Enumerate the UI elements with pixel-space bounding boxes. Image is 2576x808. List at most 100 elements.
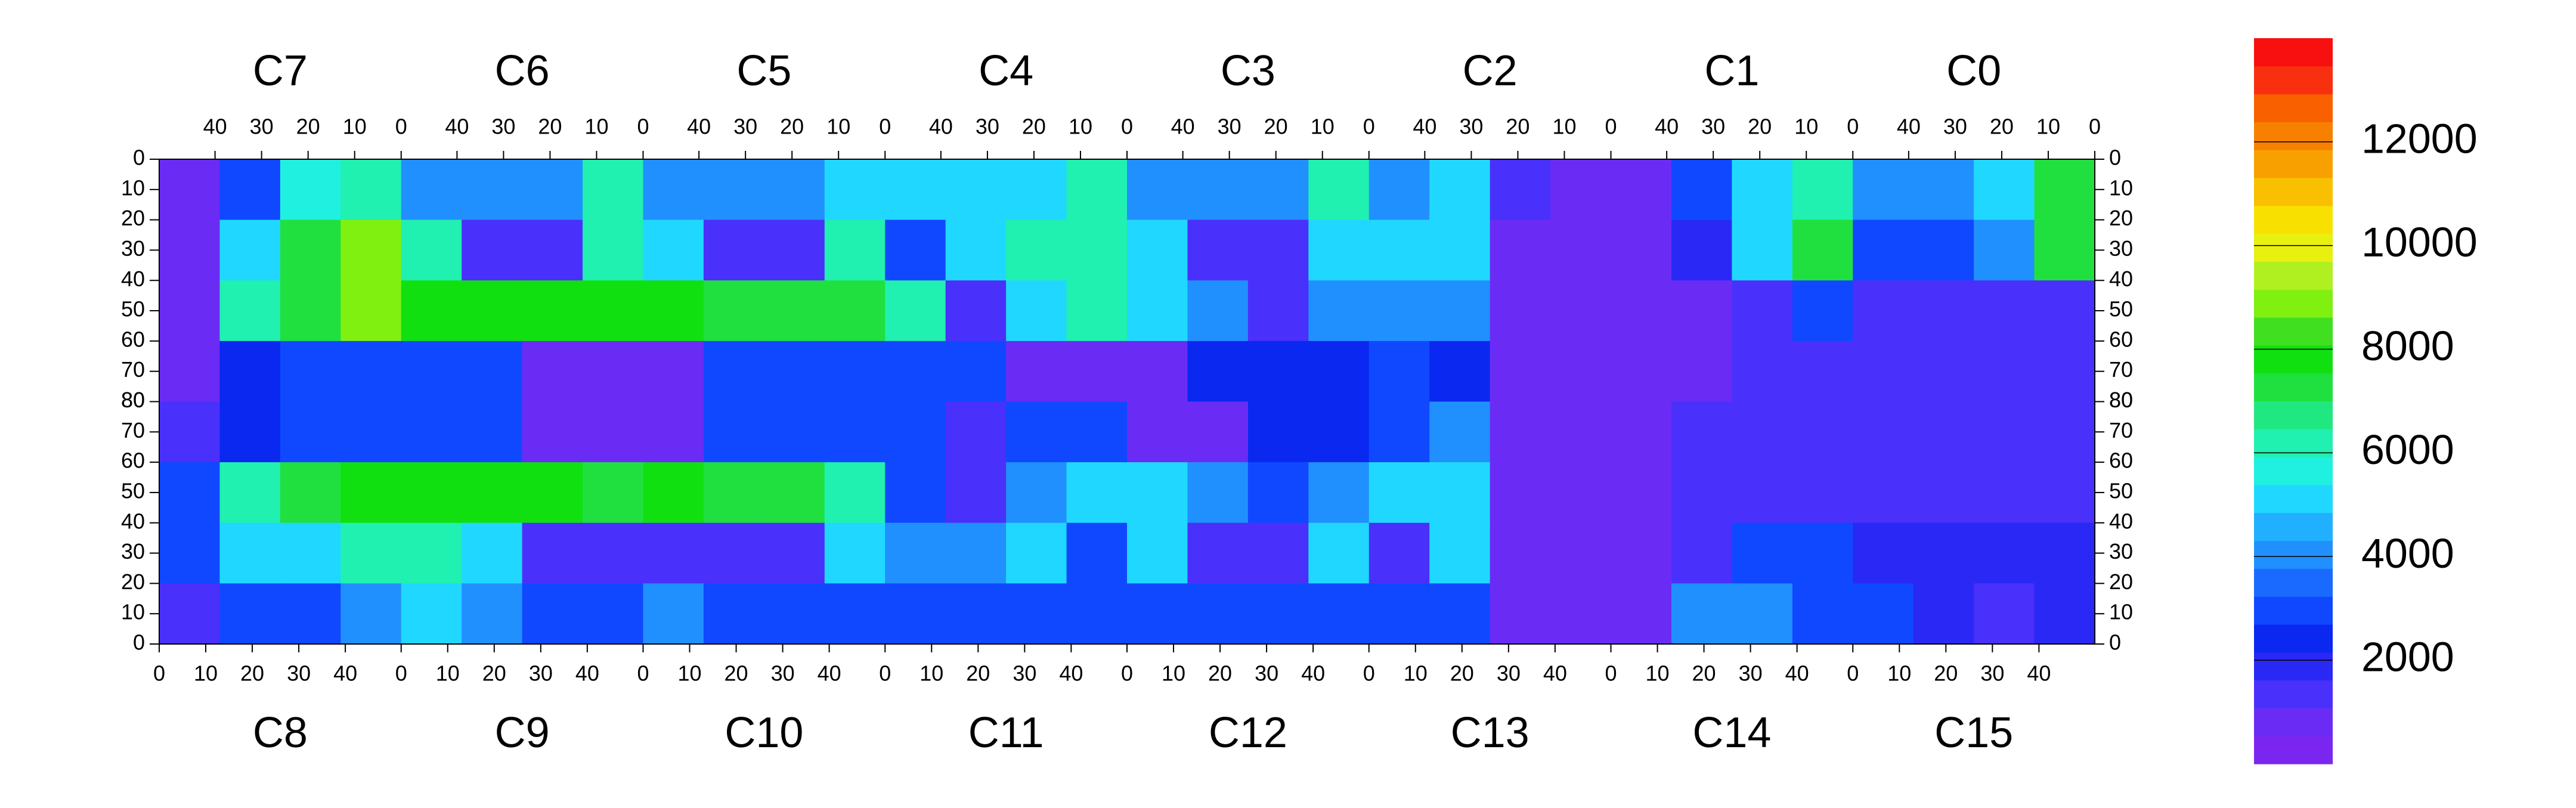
heatmap-cell bbox=[1671, 159, 1732, 221]
x-tick-label: 30 bbox=[733, 114, 757, 139]
heatmap-cell bbox=[462, 522, 523, 584]
x-tick-label: 10 bbox=[678, 661, 702, 686]
x-tick-label: 30 bbox=[976, 114, 999, 139]
heatmap-cell bbox=[1247, 522, 1309, 584]
x-tick-label: 40 bbox=[1301, 661, 1325, 686]
colorbar-band bbox=[2254, 345, 2333, 374]
heatmap-cell bbox=[401, 159, 462, 221]
heatmap-cell bbox=[1974, 159, 2035, 221]
y-tick-label: 10 bbox=[121, 600, 145, 624]
heatmap-cell bbox=[1853, 583, 1914, 645]
heatmap-cell bbox=[703, 522, 764, 584]
colorbar-band bbox=[2254, 568, 2333, 597]
heatmap-cell bbox=[1913, 462, 1974, 524]
x-tick-label: 0 bbox=[1847, 661, 1859, 686]
y-tick-label: 10 bbox=[121, 175, 145, 200]
heatmap-cell bbox=[703, 280, 764, 342]
heatmap-cell bbox=[643, 583, 704, 645]
heatmap-cell bbox=[159, 401, 221, 463]
y-tick-label: 30 bbox=[2109, 539, 2133, 564]
heatmap-cell bbox=[2034, 280, 2095, 342]
heatmap-cell bbox=[703, 219, 764, 281]
heatmap-cell bbox=[1187, 280, 1249, 342]
y-tick-label: 10 bbox=[2109, 175, 2133, 200]
heatmap-cell bbox=[340, 219, 402, 281]
x-tick-label: 10 bbox=[1404, 661, 1428, 686]
heatmap-cell bbox=[1853, 401, 1914, 463]
heatmap-cell bbox=[703, 159, 764, 221]
x-tick-label: 20 bbox=[966, 661, 990, 686]
chip-label: C12 bbox=[1209, 709, 1287, 757]
heatmap-cell bbox=[340, 401, 402, 463]
y-tick-label: 0 bbox=[133, 145, 145, 170]
heatmap-cell bbox=[764, 280, 825, 342]
heatmap-cell bbox=[522, 522, 583, 584]
heatmap-cell bbox=[1308, 219, 1370, 281]
heatmap-cell bbox=[1006, 340, 1067, 403]
chip-label: C3 bbox=[1221, 47, 1275, 95]
heatmap-cell bbox=[1732, 462, 1793, 524]
x-tick-label: 20 bbox=[296, 114, 320, 139]
heatmap-cell bbox=[1247, 219, 1309, 281]
heatmap-cell bbox=[1974, 219, 2035, 281]
heatmap-cell bbox=[1308, 583, 1370, 645]
colorbar-band bbox=[2254, 484, 2333, 513]
heatmap-cell bbox=[1368, 462, 1430, 524]
heatmap-cell bbox=[1368, 583, 1430, 645]
x-tick-label: 10 bbox=[343, 114, 367, 139]
heatmap-cell bbox=[1732, 280, 1793, 342]
x-tick-label: 10 bbox=[1069, 114, 1092, 139]
heatmap-cell bbox=[1792, 522, 1853, 584]
chip-label: C6 bbox=[495, 47, 550, 95]
heatmap-cells bbox=[159, 159, 2095, 645]
x-tick-label: 10 bbox=[919, 661, 943, 686]
x-tick-label: 10 bbox=[1311, 114, 1335, 139]
x-tick-label: 20 bbox=[1022, 114, 1046, 139]
heatmap-cell bbox=[462, 159, 523, 221]
heatmap-cell bbox=[643, 401, 704, 463]
heatmap-cell bbox=[401, 583, 462, 645]
heatmap-cell bbox=[219, 340, 281, 403]
heatmap-cell bbox=[1066, 159, 1128, 221]
heatmap-cell bbox=[1066, 462, 1128, 524]
y-tick-label: 50 bbox=[2109, 297, 2133, 321]
heatmap-cell bbox=[1187, 340, 1249, 403]
heatmap-cell bbox=[1368, 219, 1430, 281]
heatmap-cell bbox=[1913, 522, 1974, 584]
y-tick-label: 20 bbox=[2109, 569, 2133, 594]
heatmap-cell bbox=[764, 462, 825, 524]
heatmap-cell bbox=[885, 583, 946, 645]
heatmap-cell bbox=[1490, 159, 1551, 221]
heatmap-cell bbox=[1429, 340, 1491, 403]
x-tick-label: 30 bbox=[1739, 661, 1763, 686]
heatmap-cell bbox=[1611, 522, 1672, 584]
x-tick-label: 20 bbox=[1450, 661, 1474, 686]
heatmap-cell bbox=[1006, 280, 1067, 342]
heatmap-cell bbox=[280, 159, 341, 221]
y-tick-label: 80 bbox=[2109, 388, 2133, 412]
heatmap-cell bbox=[522, 583, 583, 645]
heatmap-cell bbox=[1006, 462, 1067, 524]
x-tick-label: 40 bbox=[1897, 114, 1921, 139]
heatmap-cell bbox=[583, 340, 644, 403]
colorbar-band bbox=[2254, 540, 2333, 569]
heatmap-cell bbox=[159, 280, 221, 342]
heatmap-cell bbox=[1308, 159, 1370, 221]
heatmap-cell bbox=[1308, 340, 1370, 403]
heatmap-cell bbox=[1732, 401, 1793, 463]
heatmap-cell bbox=[159, 340, 221, 403]
x-tick-label: 20 bbox=[1934, 661, 1958, 686]
chip-label: C14 bbox=[1692, 709, 1771, 757]
y-tick-label: 10 bbox=[2109, 600, 2133, 624]
x-tick-label: 30 bbox=[250, 114, 274, 139]
heatmap-cell bbox=[885, 340, 946, 403]
colorbar-band bbox=[2254, 708, 2333, 736]
heatmap-cell bbox=[522, 219, 583, 281]
x-tick-label: 10 bbox=[436, 661, 460, 686]
x-tick-label: 10 bbox=[2036, 114, 2060, 139]
x-tick-label: 30 bbox=[771, 661, 795, 686]
heatmap-cell bbox=[2034, 462, 2095, 524]
x-tick-label: 40 bbox=[1543, 661, 1567, 686]
heatmap-cell bbox=[1127, 219, 1188, 281]
heatmap-cell bbox=[1490, 401, 1551, 463]
